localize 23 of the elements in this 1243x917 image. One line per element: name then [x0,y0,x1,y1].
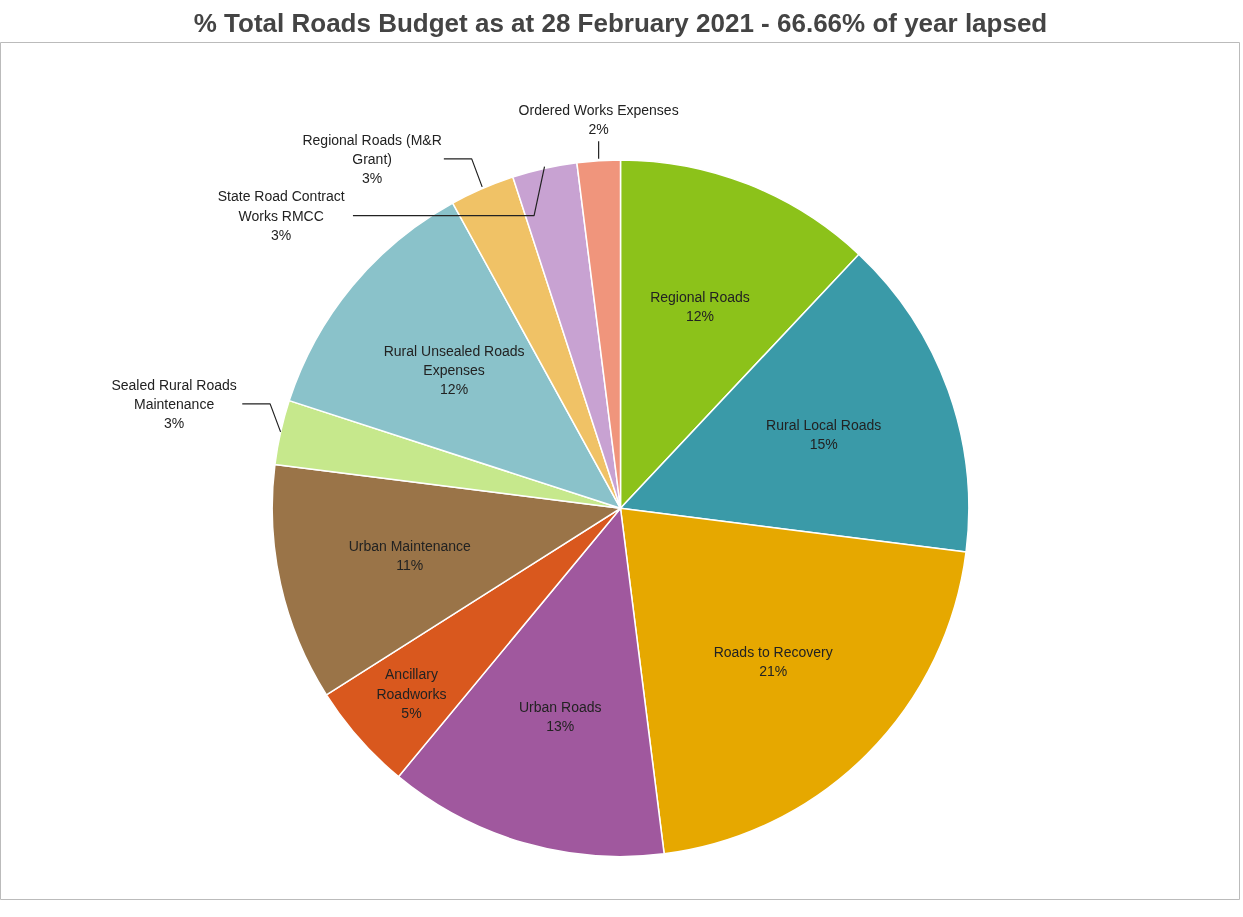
slice-label: Ordered Works Expenses [518,102,679,119]
slice-label: Rural Local Roads [766,417,882,434]
data-label: 3% [163,415,185,432]
data-label: 15% [809,436,838,453]
slice-label: Urban Roads [519,699,602,716]
slice-label: Regional Roads [650,288,750,305]
slice-label: Ancillary Roadworks [376,666,447,702]
slice-label: Urban Maintenance [348,538,472,555]
data-label: 12% [685,307,715,324]
chart-title: % Total Roads Budget as at 28 February 2021 - 66.66% of year lapsed [193,7,1048,38]
data-label: 3% [361,170,383,187]
data-label: 11% [396,557,424,574]
data-label: 12% [440,381,469,398]
slice-label: State Road Contract Works RMCC [217,188,345,224]
data-label: 5% [401,704,422,721]
data-label: 2% [588,121,609,138]
slice-label: Regional Roads (M&R Grant) [302,131,442,167]
data-label: 3% [271,226,292,243]
slice-label: Sealed Rural Roads Maintenance [111,376,237,412]
data-label: 13% [546,718,575,735]
slice-label: Roads to Recovery [713,644,833,661]
slice-label: Rural Unsealed Roads Expenses [383,342,525,378]
data-label: 21% [759,663,788,680]
